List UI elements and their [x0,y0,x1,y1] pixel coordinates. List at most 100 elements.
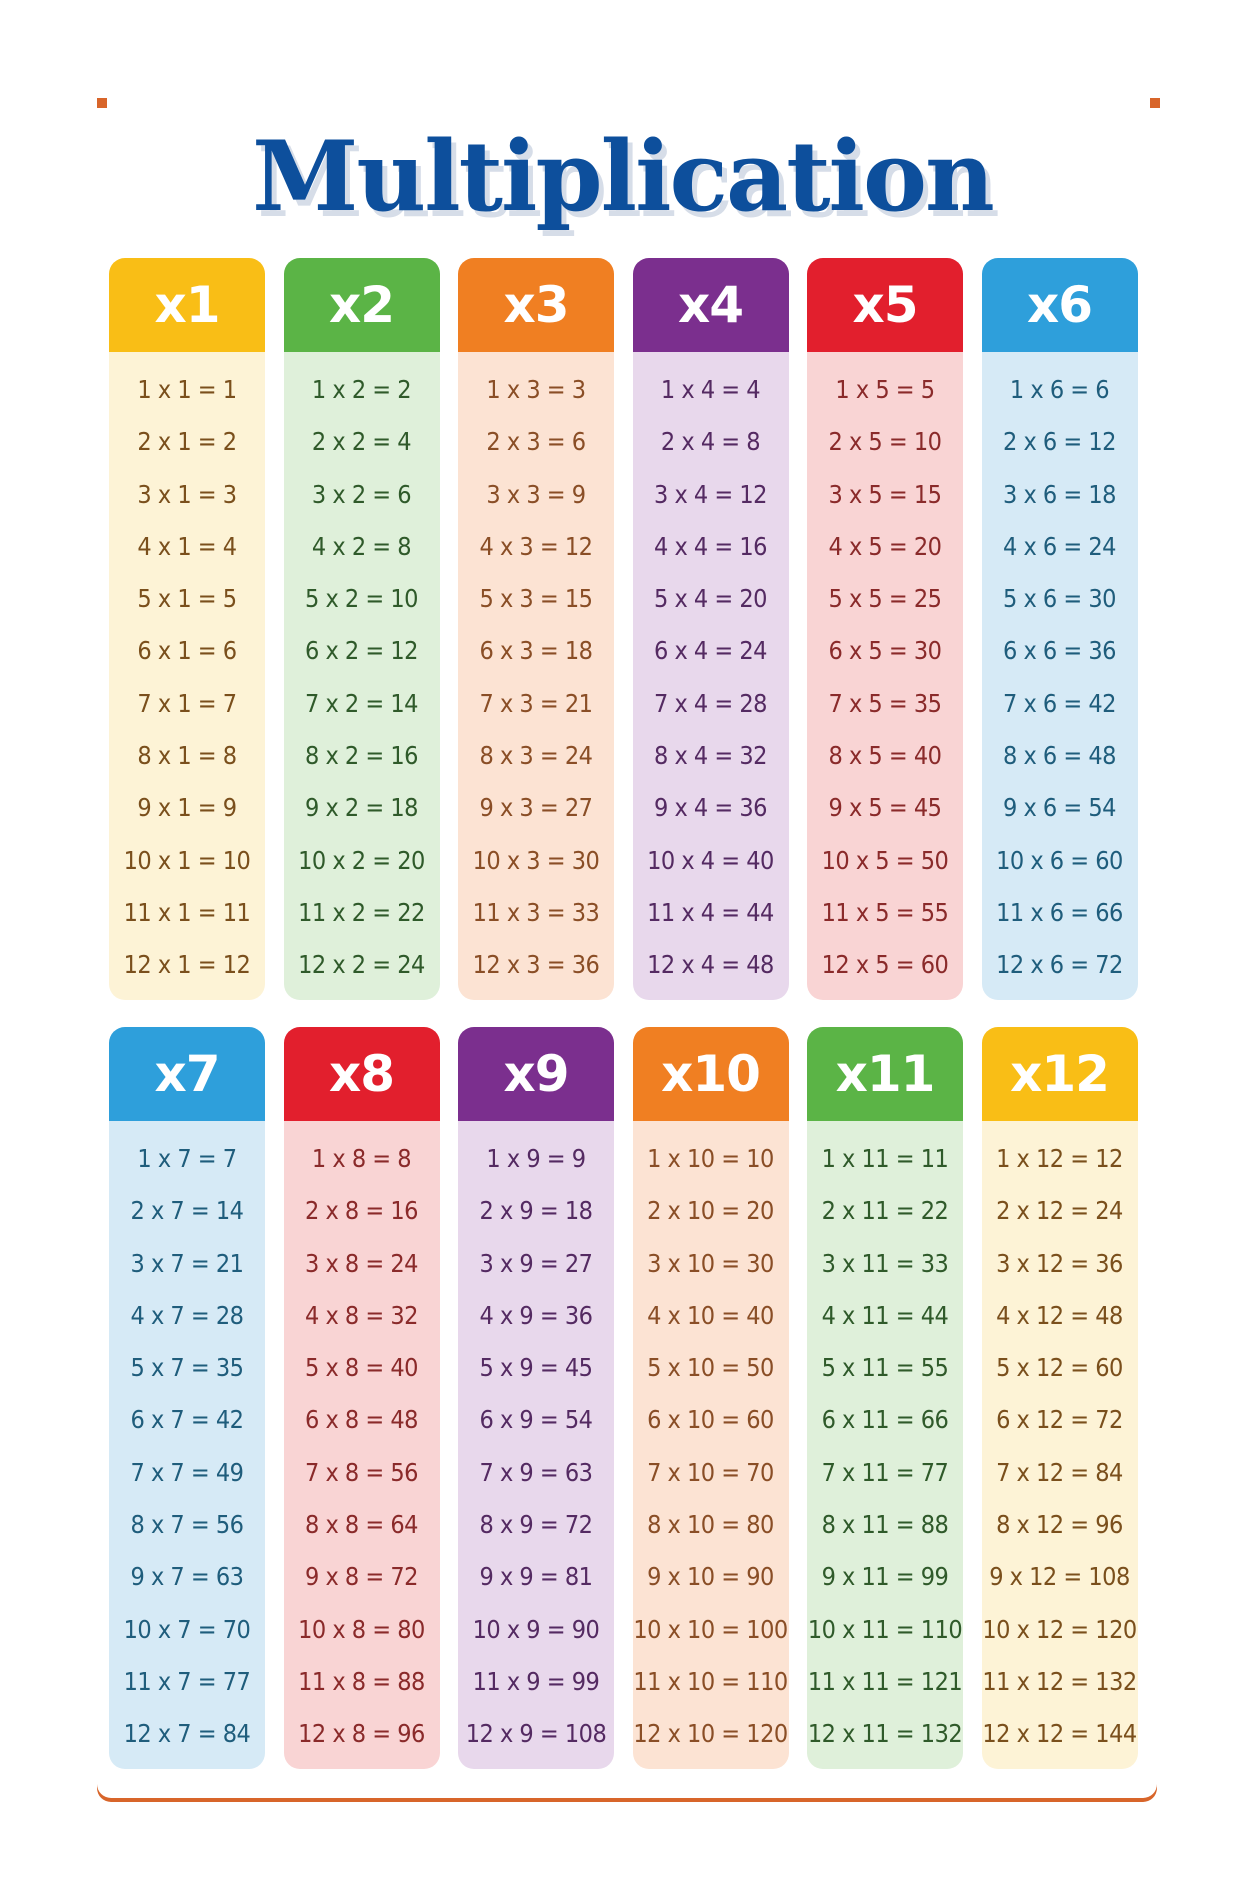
equation-row: 1 x 9 = 9 [486,1144,586,1173]
equation-row: 6 x 6 = 36 [1003,636,1116,666]
equation-row: 7 x 11 = 77 [821,1457,949,1487]
equation-row: 9 x 12 = 108 [989,1562,1130,1592]
table-header: x7 [109,1027,265,1121]
times-table-card: x12 1 x 12 = 12 2 x 12 = 24 3 x 12 = 36 4 x … [981,1027,1138,1769]
equation-row: 5 x 7 = 35 [130,1353,244,1383]
table-header: x8 [283,1027,440,1121]
equation-row: 10 x 10 = 100 [633,1614,788,1644]
equation-row: 7 x 5 = 35 [828,688,942,718]
equation-row: 2 x 9 = 18 [479,1196,593,1226]
equation-row: 8 x 3 = 24 [479,741,593,771]
equation-row: 4 x 3 = 12 [479,531,593,561]
equation-row: 4 x 6 = 24 [1003,531,1116,561]
equation-row: 1 x 2 = 2 [311,375,412,404]
equation-row: 10 x 2 = 20 [298,845,425,875]
equation-row: 1 x 4 = 4 [660,375,761,404]
equation-row: 8 x 9 = 72 [479,1510,593,1540]
table-body: 1 x 6 = 6 2 x 6 = 12 3 x 6 = 18 4 x 6 = 24 5… [981,352,1138,1000]
equation-row: 3 x 9 = 27 [479,1248,593,1278]
equation-row: 12 x 9 = 108 [465,1719,607,1749]
table-header: x4 [632,258,789,352]
equation-row: 3 x 4 = 12 [654,479,767,509]
equation-row: 6 x 11 = 66 [821,1405,949,1435]
table-header: x11 [807,1027,963,1121]
equation-row: 4 x 2 = 8 [311,531,412,561]
equation-row: 7 x 6 = 42 [1003,688,1116,718]
equation-row: 11 x 10 = 110 [633,1666,788,1696]
table-header: x1 [109,258,265,352]
times-table-card: x7 1 x 7 = 7 2 x 7 = 14 3 x 7 = 21 4 x 7 = 2… [109,1027,265,1769]
equation-row: 2 x 8 = 16 [305,1196,418,1226]
equation-row: 2 x 3 = 6 [486,427,586,457]
equation-row: 5 x 9 = 45 [479,1353,593,1383]
equation-row: 1 x 6 = 6 [1009,375,1110,404]
equation-row: 11 x 2 = 22 [298,897,425,927]
equation-row: 2 x 7 = 14 [130,1196,244,1226]
times-table-card: x10 1 x 10 = 10 2 x 10 = 20 3 x 10 = 30 4 x … [632,1027,789,1769]
equation-row: 8 x 12 = 96 [996,1510,1123,1540]
equation-row: 4 x 4 = 16 [654,531,767,561]
equation-row: 12 x 7 = 84 [123,1719,251,1749]
equation-row: 10 x 8 = 80 [298,1614,425,1644]
equation-row: 3 x 11 = 33 [821,1248,949,1278]
equation-row: 10 x 1 = 10 [123,845,251,875]
equation-row: 10 x 4 = 40 [647,845,774,875]
equation-row: 1 x 7 = 7 [137,1144,237,1173]
equation-row: 6 x 8 = 48 [305,1405,418,1435]
equation-row: 8 x 1 = 8 [137,741,237,771]
equation-row: 12 x 12 = 144 [982,1719,1137,1749]
table-body: 1 x 9 = 9 2 x 9 = 18 3 x 9 = 27 4 x 9 = 36 5… [458,1121,614,1769]
equation-row: 3 x 1 = 3 [137,479,237,509]
table-body: 1 x 2 = 2 2 x 2 = 4 3 x 2 = 6 4 x 2 = 8 5 x … [283,352,440,1000]
equation-row: 9 x 4 = 36 [654,793,767,823]
equation-row: 9 x 3 = 27 [479,793,593,823]
equation-row: 11 x 11 = 121 [807,1666,963,1696]
equation-row: 6 x 3 = 18 [479,636,593,666]
table-body: 1 x 1 = 1 2 x 1 = 2 3 x 1 = 3 4 x 1 = 4 5 x … [109,352,265,1000]
equation-row: 3 x 12 = 36 [996,1248,1123,1278]
equation-row: 6 x 7 = 42 [130,1405,244,1435]
equation-row: 12 x 6 = 72 [996,950,1123,980]
equation-row: 5 x 12 = 60 [996,1353,1123,1383]
equation-row: 2 x 5 = 10 [828,427,942,457]
equation-row: 8 x 5 = 40 [828,741,942,771]
table-body: 1 x 5 = 5 2 x 5 = 10 3 x 5 = 15 4 x 5 = 20 5… [807,352,963,1000]
equation-row: 6 x 4 = 24 [654,636,767,666]
equation-row: 11 x 5 = 55 [821,897,949,927]
equation-row: 1 x 10 = 10 [647,1144,774,1173]
equation-row: 5 x 1 = 5 [137,584,237,614]
table-body: 1 x 12 = 12 2 x 12 = 24 3 x 12 = 36 4 x 12 … [981,1121,1138,1769]
equation-row: 8 x 10 = 80 [647,1510,774,1540]
poster-background [97,98,1157,1798]
table-header: x5 [807,258,963,352]
equation-row: 9 x 5 = 45 [828,793,942,823]
equation-row: 12 x 8 = 96 [298,1719,425,1749]
equation-row: 11 x 7 = 77 [123,1666,251,1696]
table-body: 1 x 10 = 10 2 x 10 = 20 3 x 10 = 30 4 x 10 … [632,1121,789,1769]
equation-row: 4 x 7 = 28 [130,1300,244,1330]
equation-row: 1 x 11 = 11 [821,1144,949,1173]
equation-row: 6 x 1 = 6 [137,636,237,666]
equation-row: 8 x 4 = 32 [654,741,767,771]
table-body: 1 x 4 = 4 2 x 4 = 8 3 x 4 = 12 4 x 4 = 16 5 … [632,352,789,1000]
equation-row: 12 x 5 = 60 [821,950,949,980]
equation-row: 11 x 12 = 132 [982,1666,1137,1696]
equation-row: 1 x 5 = 5 [835,375,935,404]
equation-row: 8 x 11 = 88 [821,1510,949,1540]
table-header: x3 [458,258,614,352]
equation-row: 7 x 4 = 28 [654,688,767,718]
table-header: x2 [283,258,440,352]
equation-row: 7 x 3 = 21 [479,688,593,718]
equation-row: 3 x 7 = 21 [130,1248,244,1278]
equation-row: 11 x 1 = 11 [123,897,251,927]
equation-row: 7 x 2 = 14 [305,688,418,718]
equation-row: 11 x 6 = 66 [996,897,1123,927]
equation-row: 4 x 10 = 40 [647,1300,774,1330]
equation-row: 7 x 10 = 70 [647,1457,774,1487]
times-table-card: x1 1 x 1 = 1 2 x 1 = 2 3 x 1 = 3 4 x 1 = 4 5 … [109,258,265,1000]
equation-row: 8 x 2 = 16 [305,741,418,771]
poster-corner [97,98,107,108]
equation-row: 10 x 11 = 110 [807,1614,963,1644]
equation-row: 12 x 1 = 12 [123,950,251,980]
equation-row: 4 x 1 = 4 [137,531,237,561]
